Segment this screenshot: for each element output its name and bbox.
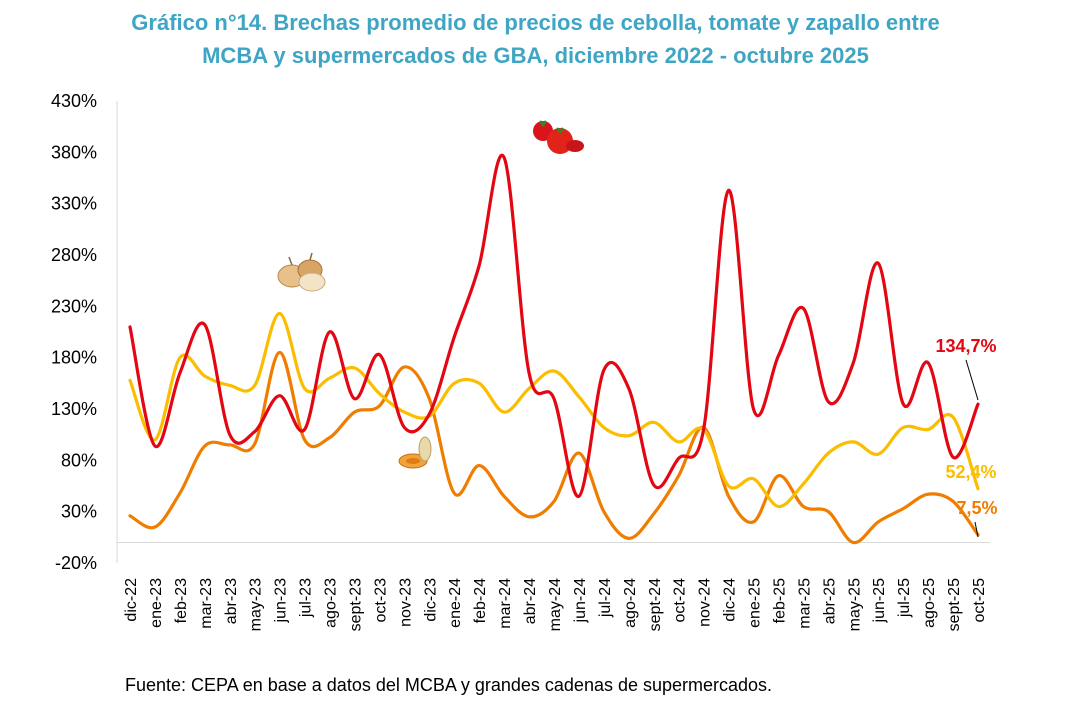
end-label-leader-cebolla [974, 521, 979, 538]
chart-title-line-2: MCBA y supermercados de GBA, diciembre 2… [202, 43, 869, 68]
y-tick-label: 230% [51, 296, 97, 316]
x-tick-label: sept-23 [347, 578, 364, 631]
x-tick-label: abr-23 [223, 578, 240, 624]
squash-icon [398, 436, 432, 469]
x-tick-label: ene-23 [148, 578, 165, 628]
y-tick-label: 430% [51, 91, 97, 111]
x-tick-label: jul-25 [896, 578, 913, 618]
y-tick-label: 280% [51, 245, 97, 265]
x-tick-label: ene-25 [747, 578, 764, 628]
x-tick-label: feb-24 [472, 578, 489, 623]
x-tick-label: feb-25 [771, 578, 788, 623]
x-tick-label: mar-25 [796, 578, 813, 629]
y-tick-label: 80% [61, 450, 97, 470]
y-tick-label: 30% [61, 502, 97, 522]
x-tick-label: jul-23 [298, 578, 315, 618]
x-tick-label: jun-25 [871, 578, 888, 624]
series-line-cebolla [128, 350, 980, 545]
x-tick-label: nov-23 [397, 578, 414, 627]
end-label-zapallo: 52,4% [945, 462, 996, 482]
end-label-leader-tomate [965, 359, 979, 401]
x-tick-label: dic-24 [722, 578, 739, 622]
chart-title: Gráfico n°14. Brechas promedio de precio… [0, 6, 1071, 72]
y-tick-label: 130% [51, 399, 97, 419]
x-tick-label: feb-23 [173, 578, 190, 623]
x-tick-label: dic-22 [123, 578, 140, 622]
x-tick-label: abr-24 [522, 578, 539, 624]
end-label-cebolla: 7,5% [956, 498, 997, 518]
onion-icon [277, 252, 326, 292]
y-tick-label: 180% [51, 348, 97, 368]
source-note: Fuente: CEPA en base a datos del MCBA y … [125, 675, 773, 695]
x-tick-label: ago-23 [323, 578, 340, 628]
x-tick-label: ene-24 [447, 578, 464, 628]
x-tick-label: mar-24 [497, 578, 514, 629]
y-tick-label: 330% [51, 194, 97, 214]
x-tick-label: sept-24 [647, 578, 664, 631]
x-tick-label: oct-24 [672, 578, 689, 623]
x-tick-label: sept-25 [946, 578, 963, 631]
x-tick-label: may-23 [248, 578, 265, 631]
y-tick-label: -20% [55, 553, 97, 573]
x-tick-label: jun-24 [572, 578, 589, 624]
x-tick-label: may-24 [547, 578, 564, 631]
y-tick-label: 380% [51, 142, 97, 162]
x-tick-label: nov-24 [697, 578, 714, 627]
x-tick-label: jun-23 [273, 578, 290, 624]
series-line-tomate [128, 153, 980, 498]
tomato-icon [533, 120, 584, 154]
chart-title-line-1: Gráfico n°14. Brechas promedio de precio… [131, 10, 940, 35]
x-tick-label: oct-25 [971, 578, 988, 623]
x-tick-label: mar-23 [198, 578, 215, 629]
x-tick-label: jul-24 [597, 578, 614, 618]
x-tick-label: ago-24 [622, 578, 639, 628]
x-tick-label: may-25 [846, 578, 863, 631]
x-tick-label: abr-25 [821, 578, 838, 624]
end-label-tomate: 134,7% [935, 336, 996, 356]
x-tick-label: dic-23 [422, 578, 439, 622]
x-tick-label: oct-23 [372, 578, 389, 623]
series-line-zapallo [128, 311, 980, 509]
x-tick-label: ago-25 [921, 578, 938, 628]
